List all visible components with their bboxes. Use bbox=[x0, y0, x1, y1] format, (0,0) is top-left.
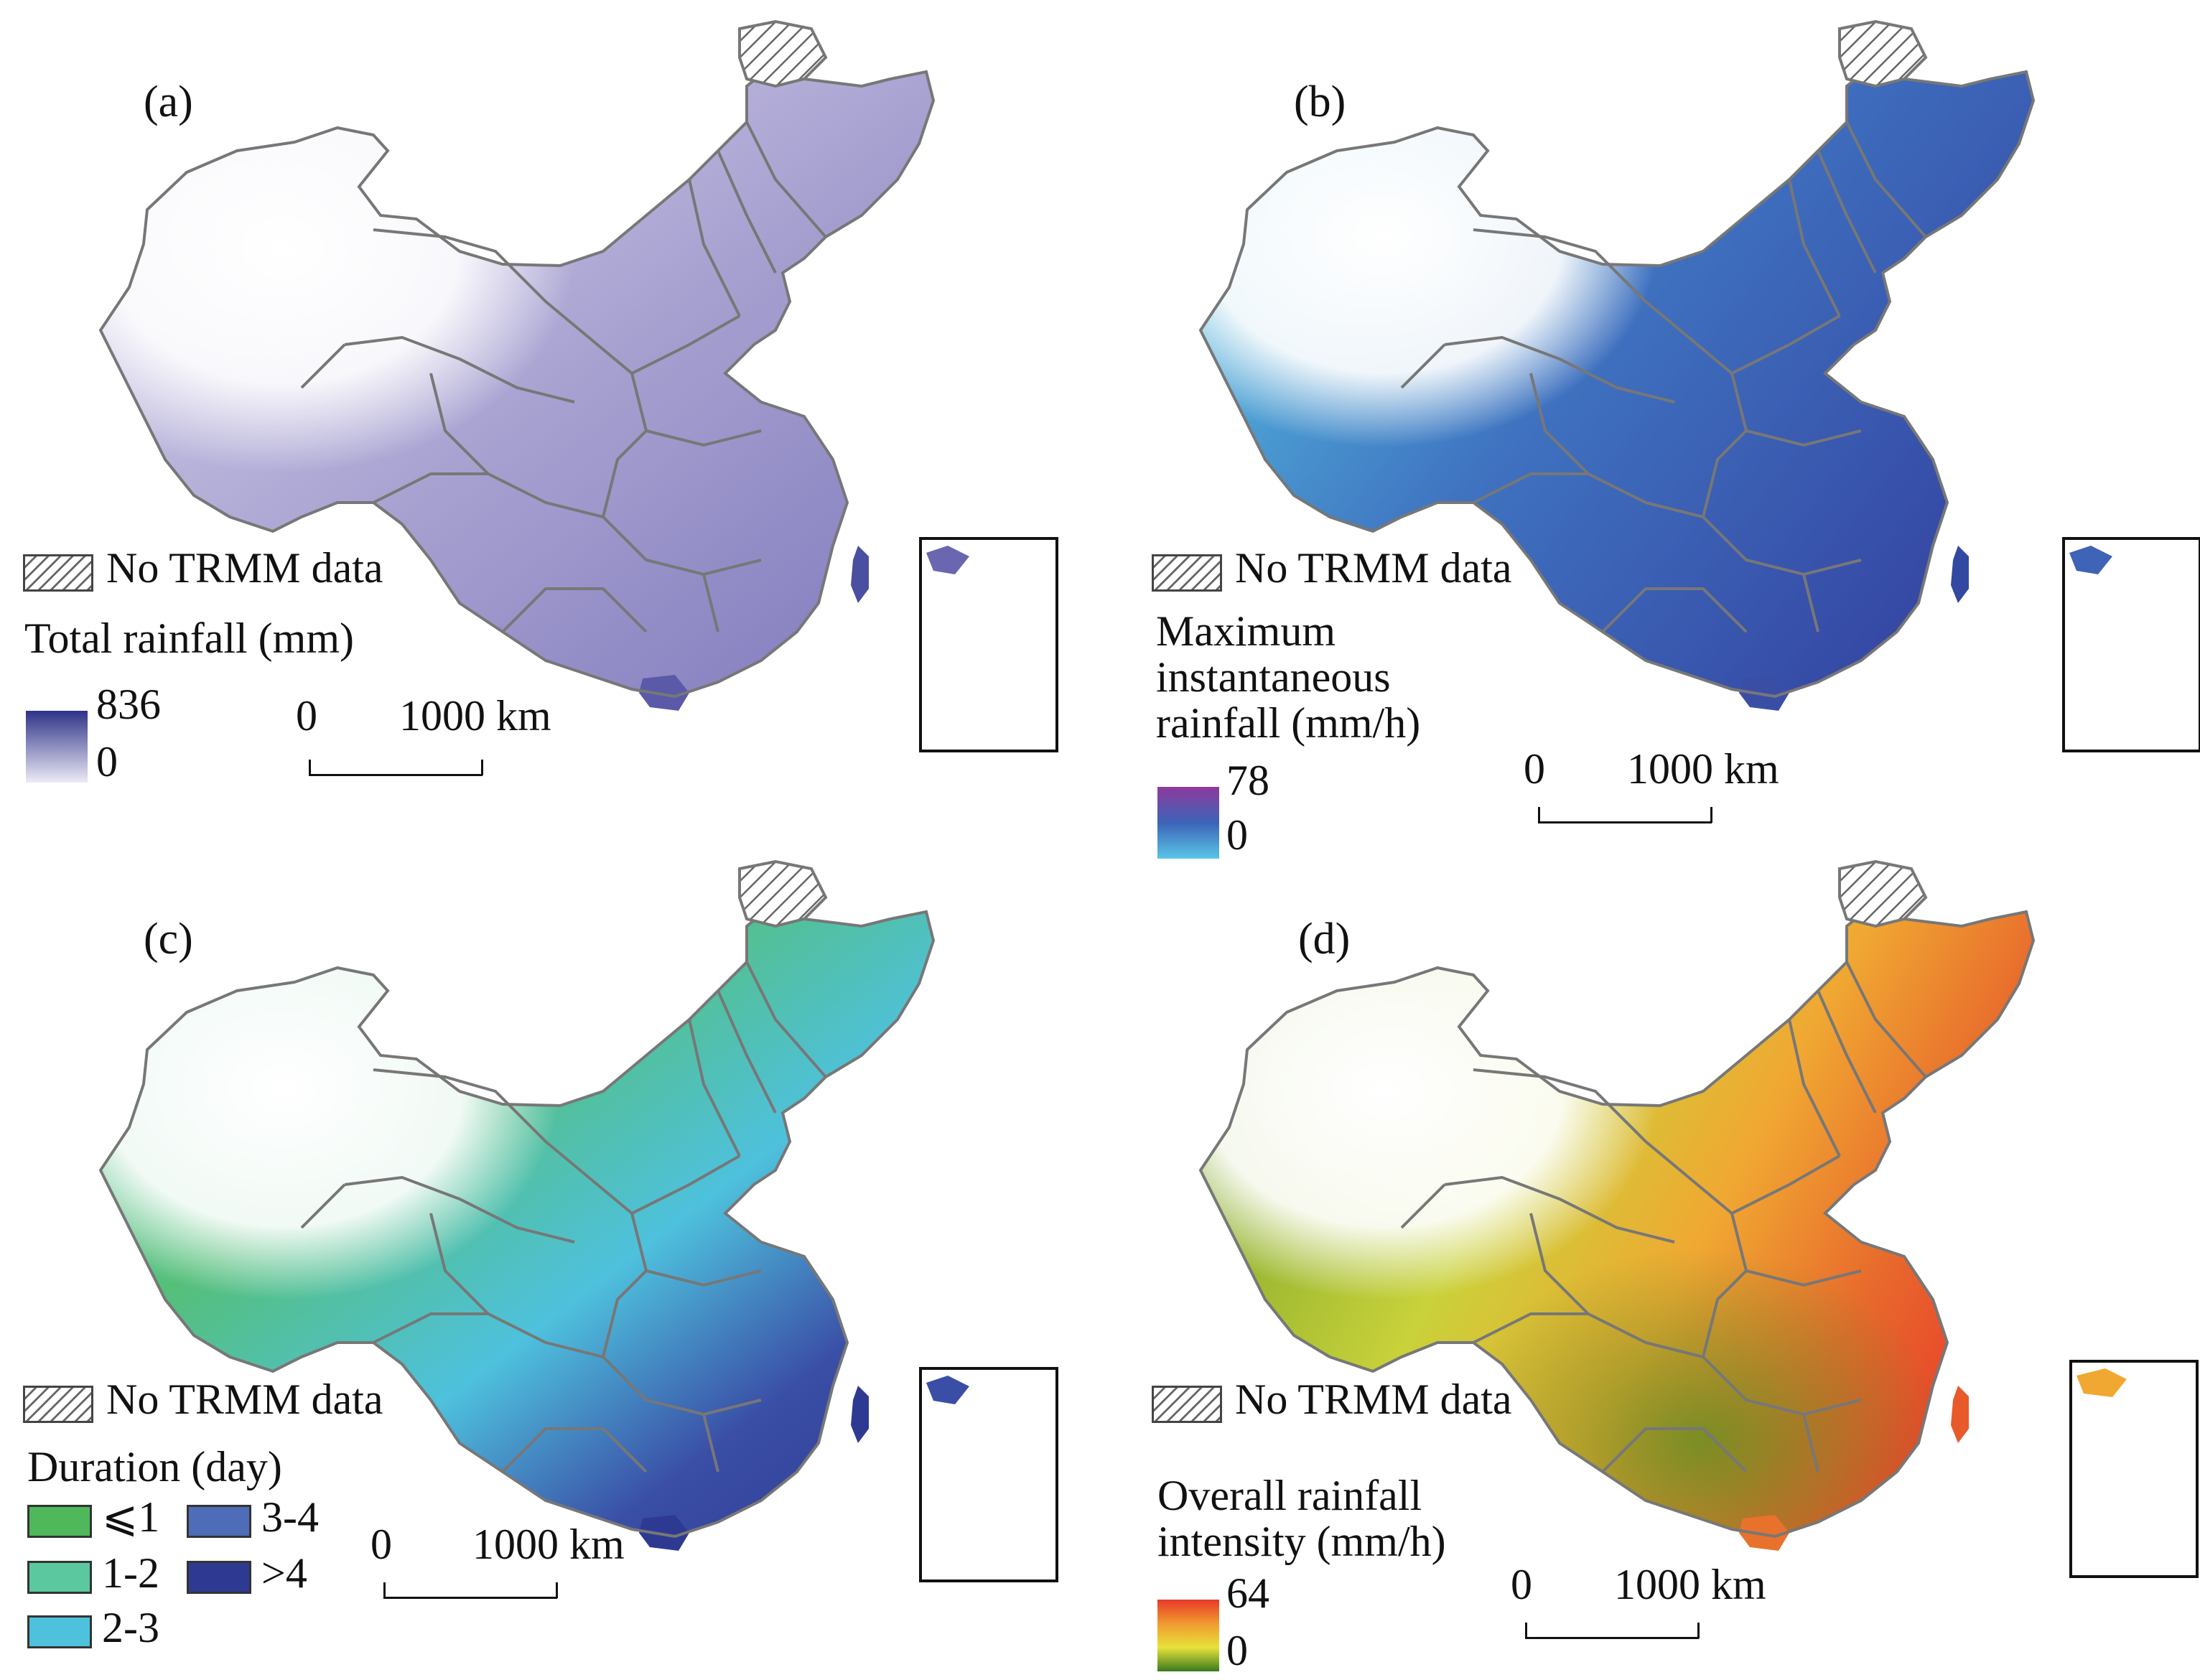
duration-class-label: ⩽1 bbox=[102, 1493, 160, 1541]
nodata-label: No TRMM data bbox=[1235, 544, 1512, 592]
panel-d: (d) No TRMM data Overall rainfall intens… bbox=[1100, 840, 2200, 1680]
duration-class-swatch bbox=[27, 1561, 92, 1594]
legend-title-line-2: intensity (mm/h) bbox=[1157, 1518, 1446, 1565]
legend-title-line-1: Maximum bbox=[1156, 607, 1336, 655]
panel-b: (b) No TRMM data Maximum instantaneous r… bbox=[1100, 0, 2200, 859]
scale-bar bbox=[309, 774, 483, 776]
scale-bar-tick bbox=[556, 1582, 558, 1598]
scale-bar-tick bbox=[1710, 807, 1712, 823]
map-total-rainfall bbox=[99, 20, 1058, 752]
nodata-label: No TRMM data bbox=[1235, 1376, 1512, 1423]
panel-label: (d) bbox=[1298, 915, 1351, 963]
south-china-sea-inset bbox=[2062, 537, 2200, 752]
scale-bar-tick bbox=[1538, 807, 1540, 823]
legend-max: 64 bbox=[1226, 1569, 1269, 1617]
no-data-area bbox=[1838, 860, 1927, 928]
duration-class-label: 3-4 bbox=[261, 1493, 319, 1541]
legend-title: Duration (day) bbox=[27, 1443, 282, 1490]
legend-title-line-2: instantaneous bbox=[1156, 653, 1391, 701]
legend-title: Total rainfall (mm) bbox=[24, 615, 354, 662]
legend-max: 836 bbox=[96, 681, 161, 728]
nodata-swatch bbox=[23, 1386, 93, 1423]
legend-color-ramp bbox=[1157, 1600, 1219, 1671]
panel-label: (c) bbox=[144, 915, 193, 963]
scale-bar bbox=[1525, 1637, 1699, 1639]
scale-bar-tick bbox=[481, 760, 483, 775]
duration-class-swatch bbox=[187, 1561, 251, 1594]
scale-bar bbox=[383, 1597, 557, 1599]
panel-label: (a) bbox=[144, 78, 193, 126]
duration-class-swatch bbox=[187, 1505, 251, 1538]
nodata-swatch bbox=[23, 554, 93, 592]
scale-right-label: 1000 km bbox=[399, 692, 551, 739]
scale-bar-tick bbox=[1525, 1623, 1527, 1638]
south-china-sea-inset bbox=[919, 1367, 1058, 1582]
legend-max: 78 bbox=[1226, 757, 1269, 804]
no-data-area bbox=[738, 20, 827, 88]
panel-label: (b) bbox=[1294, 78, 1346, 126]
scale-bar-tick bbox=[383, 1582, 386, 1598]
legend-color-ramp bbox=[1157, 787, 1219, 859]
scale-left-label: 0 bbox=[296, 692, 317, 739]
scale-bar-tick bbox=[1697, 1623, 1700, 1638]
scale-left-label: 0 bbox=[1524, 745, 1545, 793]
legend-min: 0 bbox=[1226, 811, 1248, 859]
scale-right-label: 1000 km bbox=[1614, 1561, 1766, 1608]
scale-right-label: 1000 km bbox=[1627, 745, 1779, 793]
scale-left-label: 0 bbox=[1511, 1561, 1532, 1608]
legend-min: 0 bbox=[96, 738, 118, 785]
map-duration bbox=[99, 860, 1058, 1582]
duration-class-swatch bbox=[27, 1505, 92, 1538]
scale-bar-tick bbox=[309, 760, 311, 775]
panel-a: (a) No TRMM data Total rainfall (mm) 836… bbox=[0, 0, 1100, 840]
nodata-label: No TRMM data bbox=[106, 1376, 383, 1423]
nodata-label: No TRMM data bbox=[106, 544, 383, 592]
duration-class-swatch bbox=[27, 1615, 92, 1648]
legend-title-line-3: rainfall (mm/h) bbox=[1156, 699, 1421, 747]
panel-c: (c) No TRMM data Duration (day) ⩽1 1-2 2-3… bbox=[0, 840, 1100, 1680]
legend-title-line-1: Overall rainfall bbox=[1157, 1472, 1422, 1519]
no-data-area bbox=[738, 860, 827, 928]
scale-right-label: 1000 km bbox=[472, 1521, 625, 1568]
duration-class-label: 1-2 bbox=[102, 1549, 159, 1597]
scale-left-label: 0 bbox=[370, 1521, 392, 1568]
nodata-swatch bbox=[1152, 1386, 1222, 1423]
legend-min: 0 bbox=[1226, 1627, 1248, 1674]
legend-color-ramp bbox=[26, 711, 88, 783]
south-china-sea-inset bbox=[2069, 1360, 2199, 1578]
duration-class-label: >4 bbox=[261, 1549, 307, 1597]
no-data-area bbox=[1838, 20, 1927, 88]
south-china-sea-inset bbox=[919, 537, 1058, 752]
map-overall-rainfall-intensity bbox=[1199, 860, 2199, 1578]
scale-bar bbox=[1538, 821, 1712, 823]
duration-class-label: 2-3 bbox=[102, 1604, 159, 1651]
nodata-swatch bbox=[1152, 554, 1222, 592]
map-max-instantaneous-rainfall bbox=[1199, 20, 2200, 752]
